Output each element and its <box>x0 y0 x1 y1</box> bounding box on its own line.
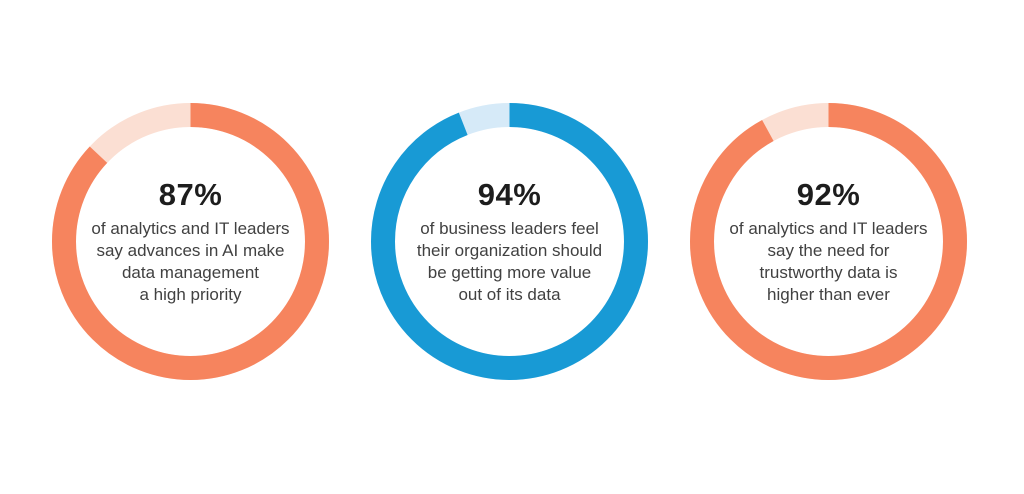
donut-value-arc <box>371 103 648 380</box>
donut-center-text: 87% of analytics and IT leaders say adva… <box>76 127 305 356</box>
donut-value: 87% <box>158 177 223 213</box>
donut-chart-92-percent: 92% of analytics and IT leaders say the … <box>690 103 967 380</box>
donut-ring <box>52 103 329 380</box>
donut-ring <box>371 103 648 380</box>
donut-chart-87-percent: 87% of analytics and IT leaders say adva… <box>52 103 329 380</box>
donut-value: 94% <box>477 177 542 213</box>
donut-value: 92% <box>796 177 861 213</box>
donut-value-arc <box>52 103 329 380</box>
donut-ring <box>690 103 967 380</box>
donut-center-text: 92% of analytics and IT leaders say the … <box>714 127 943 356</box>
donut-center-text: 94% of business leaders feel their organ… <box>395 127 624 356</box>
donut-chart-94-percent: 94% of business leaders feel their organ… <box>371 103 648 380</box>
donut-value-arc <box>690 103 967 380</box>
donut-description: of analytics and IT leaders say the need… <box>729 218 928 304</box>
donut-description: of business leaders feel their organizat… <box>416 218 603 304</box>
donut-description: of analytics and IT leaders say advances… <box>91 218 290 304</box>
